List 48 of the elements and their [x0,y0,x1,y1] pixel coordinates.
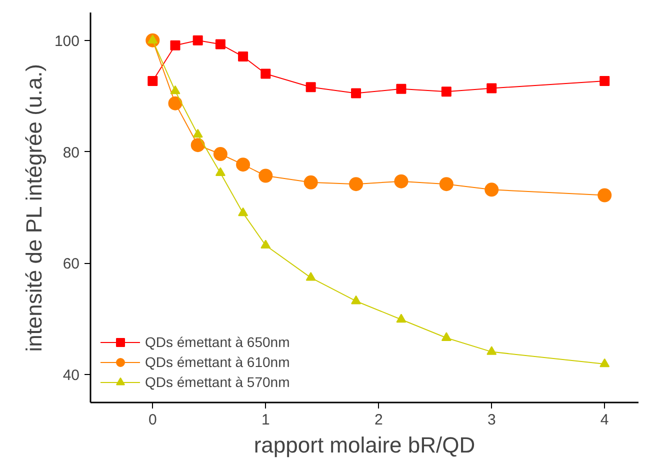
point [213,147,228,161]
point [598,188,612,202]
point [260,68,271,79]
point [396,314,406,323]
point [396,84,406,94]
point [349,177,364,192]
point [441,86,452,97]
point [258,168,273,183]
x-tick-label: 2 [374,412,383,428]
point [351,295,362,304]
legend-label: QDs émettant à 610nm [145,354,290,370]
y-tick-label: 100 [54,32,80,50]
point [260,240,271,248]
point [238,52,248,62]
point [306,272,316,281]
legend-label: QDs émettant à 650nm [145,334,290,350]
x-tick-label: 0 [148,412,157,428]
point [215,167,226,176]
point [170,40,180,50]
point [304,175,318,190]
point [484,182,499,197]
point [215,39,226,50]
legend-label: QDs émettant à 570nm [145,374,290,390]
y-axis-title: intensité de PL intégrée (u.a.) [21,64,46,352]
point [148,76,158,86]
x-axis-title: rapport molaire bR/QD [254,432,476,458]
point [306,82,316,92]
point [238,207,248,216]
point [351,88,362,98]
point [190,138,205,152]
y-tick-label: 40 [62,367,80,384]
x-tick-label: 1 [261,412,270,428]
point [236,158,250,172]
x-tick-label: 4 [600,412,609,428]
x-tick-label: 3 [487,412,496,428]
point [168,96,182,110]
point [441,332,452,341]
point [486,83,497,94]
y-tick-label: 80 [62,144,80,162]
point [439,177,454,192]
point [486,346,497,355]
point [192,128,203,138]
point [170,85,180,94]
point [394,174,408,188]
point [600,358,610,368]
y-tick-label: 60 [62,256,80,273]
point [192,35,203,46]
point [600,76,610,86]
